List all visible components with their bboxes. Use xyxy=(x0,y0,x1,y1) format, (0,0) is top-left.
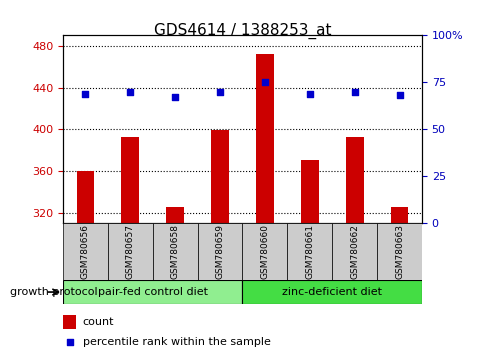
Text: GSM780658: GSM780658 xyxy=(170,224,180,279)
Bar xyxy=(121,137,139,223)
Bar xyxy=(63,280,242,304)
Text: pair-fed control diet: pair-fed control diet xyxy=(98,287,207,297)
Point xyxy=(297,250,304,256)
Text: GSM780660: GSM780660 xyxy=(260,224,269,279)
Text: GSM780661: GSM780661 xyxy=(304,224,314,279)
Point xyxy=(260,79,268,85)
Bar xyxy=(211,130,228,223)
Text: GSM780663: GSM780663 xyxy=(394,224,403,279)
Bar xyxy=(345,137,363,223)
Text: GSM780659: GSM780659 xyxy=(215,224,224,279)
Point xyxy=(350,89,358,95)
Bar xyxy=(242,223,287,280)
Bar xyxy=(76,171,94,223)
Point xyxy=(395,93,403,98)
Bar xyxy=(107,223,152,280)
Text: GDS4614 / 1388253_at: GDS4614 / 1388253_at xyxy=(153,23,331,39)
Text: GSM780662: GSM780662 xyxy=(349,224,359,279)
Bar xyxy=(197,223,242,280)
Text: count: count xyxy=(83,318,114,327)
Bar xyxy=(242,280,421,304)
Bar xyxy=(63,315,76,329)
Text: GSM780657: GSM780657 xyxy=(125,224,135,279)
Point xyxy=(305,91,313,96)
Bar xyxy=(152,223,197,280)
Bar xyxy=(166,207,184,223)
Bar xyxy=(256,54,273,223)
Text: zinc-deficient diet: zinc-deficient diet xyxy=(282,287,381,297)
Point xyxy=(171,95,179,100)
Bar xyxy=(63,223,107,280)
Text: growth protocol: growth protocol xyxy=(10,287,97,297)
Bar xyxy=(300,160,318,223)
Point xyxy=(81,91,89,96)
Point xyxy=(126,89,134,95)
Point xyxy=(216,89,224,95)
Bar xyxy=(376,223,421,280)
Bar xyxy=(332,223,376,280)
Bar xyxy=(287,223,332,280)
Text: GSM780656: GSM780656 xyxy=(81,224,90,279)
Bar xyxy=(390,207,408,223)
Text: percentile rank within the sample: percentile rank within the sample xyxy=(83,337,270,347)
